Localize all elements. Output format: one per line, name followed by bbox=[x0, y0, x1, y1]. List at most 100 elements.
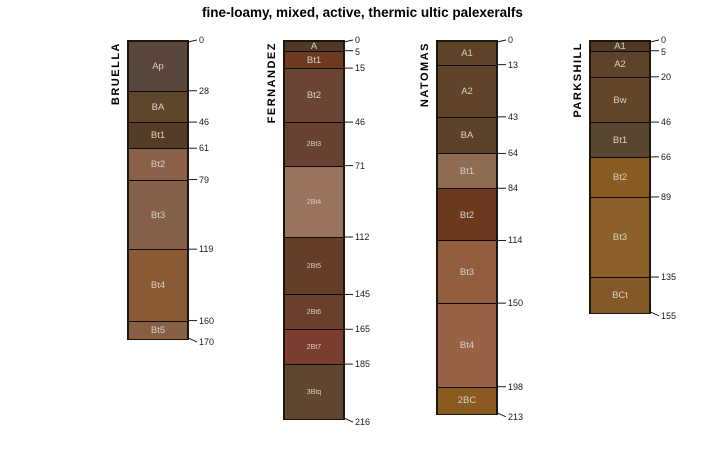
depth-tick-line bbox=[649, 39, 660, 43]
horizon: Bt3 bbox=[438, 240, 496, 305]
horizon: Bt1 bbox=[285, 50, 343, 70]
depth-tick-label: 15 bbox=[355, 63, 366, 74]
depth-tick-label: 150 bbox=[508, 298, 524, 309]
depth-tick-line bbox=[649, 311, 660, 317]
horizon: A1 bbox=[591, 42, 649, 51]
horizon: Bt2 bbox=[438, 188, 496, 242]
horizon-label: A2 bbox=[461, 85, 473, 97]
profile-name-label: NATOMAS bbox=[419, 42, 431, 108]
depth-tick-label: 46 bbox=[355, 117, 366, 128]
horizon-label: Bt4 bbox=[459, 340, 475, 352]
depth-tick-label: 119 bbox=[199, 244, 214, 255]
horizon-label: Bt1 bbox=[306, 54, 322, 66]
depth-tick-label: 213 bbox=[508, 411, 524, 422]
horizon: 2Bt6 bbox=[285, 294, 343, 331]
horizon: Bw bbox=[591, 76, 649, 124]
horizon: A1 bbox=[438, 42, 496, 65]
horizon-label: A2 bbox=[614, 59, 626, 70]
horizon-label: Bt5 bbox=[150, 324, 166, 336]
depth-tick-label: 46 bbox=[661, 117, 672, 128]
depth-tick-label: 145 bbox=[355, 289, 371, 300]
horizon: 2BC bbox=[438, 386, 496, 414]
depth-tick-label: 0 bbox=[661, 35, 667, 45]
depth-tick-line bbox=[496, 412, 507, 418]
profile-box: Ap BA Bt1 Bt2 Bt3 Bt4 Bt5 bbox=[127, 40, 189, 340]
horizon-label: 2Bt7 bbox=[306, 344, 322, 352]
horizon-label: Bt4 bbox=[150, 280, 166, 292]
horizon: Bt4 bbox=[129, 249, 187, 322]
horizon: 2Bt7 bbox=[285, 329, 343, 366]
depth-tick-label: 84 bbox=[508, 183, 519, 194]
depth-tick-label: 79 bbox=[199, 174, 210, 185]
horizon: BCt bbox=[591, 277, 649, 313]
depth-tick-line bbox=[343, 39, 354, 43]
depth-tick-label: 0 bbox=[355, 35, 361, 45]
profile-box: A1 A2 BA Bt1 Bt2 Bt3 Bt4 2BC bbox=[436, 40, 498, 415]
depth-tick-label: 28 bbox=[199, 85, 210, 96]
depth-tick-label: 216 bbox=[355, 417, 371, 428]
profile-box: A1 A2 Bw Bt1 Bt2 Bt3 BCt bbox=[589, 40, 651, 314]
depth-tick-label: 198 bbox=[508, 381, 524, 392]
horizon-label: 2Bt6 bbox=[306, 309, 322, 317]
horizon-label: Bt2 bbox=[459, 209, 475, 221]
profile-name-label: BRUELLA bbox=[110, 42, 122, 106]
horizon: Bt2 bbox=[591, 156, 649, 198]
horizon-label: Bt1 bbox=[150, 130, 166, 142]
horizon-label: Bt3 bbox=[459, 267, 475, 279]
depth-tick-label: 13 bbox=[508, 59, 519, 70]
horizon-label: BA bbox=[151, 101, 165, 113]
horizon: 2Bt4 bbox=[285, 165, 343, 238]
depth-tick-label: 71 bbox=[355, 160, 366, 171]
depth-tick-label: 46 bbox=[199, 117, 210, 128]
horizon: A2 bbox=[438, 64, 496, 118]
horizon-label: 2Bt4 bbox=[306, 198, 322, 206]
horizon: A bbox=[285, 42, 343, 51]
horizon-label: Bt1 bbox=[612, 134, 628, 146]
depth-tick-label: 165 bbox=[355, 324, 371, 335]
profile-name-label: PARKSHILL bbox=[572, 42, 584, 118]
horizon: 2Bt5 bbox=[285, 236, 343, 296]
depth-tick-label: 0 bbox=[508, 35, 514, 45]
horizon: Bt1 bbox=[129, 122, 187, 150]
depth-tick-line bbox=[187, 337, 198, 343]
horizon-label: Bt1 bbox=[459, 166, 475, 178]
depth-tick-label: 114 bbox=[508, 235, 523, 246]
horizon-label: BCt bbox=[612, 289, 628, 301]
horizon-label: 3Btq bbox=[306, 388, 322, 396]
depth-tick-label: 66 bbox=[661, 151, 672, 162]
horizon: Bt1 bbox=[591, 122, 649, 158]
chart-title: fine-loamy, mixed, active, thermic ultic… bbox=[202, 5, 523, 20]
horizon-label: Bt3 bbox=[150, 209, 166, 221]
depth-tick-label: 43 bbox=[508, 111, 519, 122]
horizon: 2Bt3 bbox=[285, 122, 343, 167]
depth-tick-label: 5 bbox=[355, 47, 361, 57]
profile-name-label: FERNANDEZ bbox=[266, 42, 278, 124]
horizon-label: A1 bbox=[461, 47, 473, 59]
depth-tick-label: 185 bbox=[355, 359, 371, 370]
horizon: 3Btq bbox=[285, 364, 343, 420]
depth-tick-label: 160 bbox=[199, 315, 215, 326]
depth-tick-label: 61 bbox=[199, 143, 210, 154]
depth-tick-label: 64 bbox=[508, 148, 519, 159]
depth-tick-label: 170 bbox=[199, 336, 215, 347]
horizon-label: 2BC bbox=[457, 395, 477, 406]
depth-tick-label: 112 bbox=[355, 231, 370, 242]
horizon: Bt1 bbox=[438, 153, 496, 190]
horizon: Bt2 bbox=[285, 68, 343, 124]
horizon: A2 bbox=[591, 50, 649, 78]
horizon-label: A1 bbox=[614, 40, 626, 52]
horizon-label: Ap bbox=[152, 60, 164, 72]
horizon-label: 2Bt3 bbox=[306, 141, 322, 149]
horizon-label: Bt3 bbox=[612, 232, 628, 244]
horizon-label: Bt2 bbox=[306, 90, 322, 102]
profile-box: A Bt1 Bt2 2Bt3 2Bt4 2Bt5 2Bt6 2Bt7 3Btq bbox=[283, 40, 345, 421]
horizon: Bt5 bbox=[129, 320, 187, 339]
horizon-label: Bt2 bbox=[612, 172, 628, 184]
horizon-label: A bbox=[310, 40, 318, 52]
horizon: Bt4 bbox=[438, 303, 496, 388]
horizon-label: Bt2 bbox=[150, 159, 166, 171]
horizon: BA bbox=[129, 90, 187, 124]
